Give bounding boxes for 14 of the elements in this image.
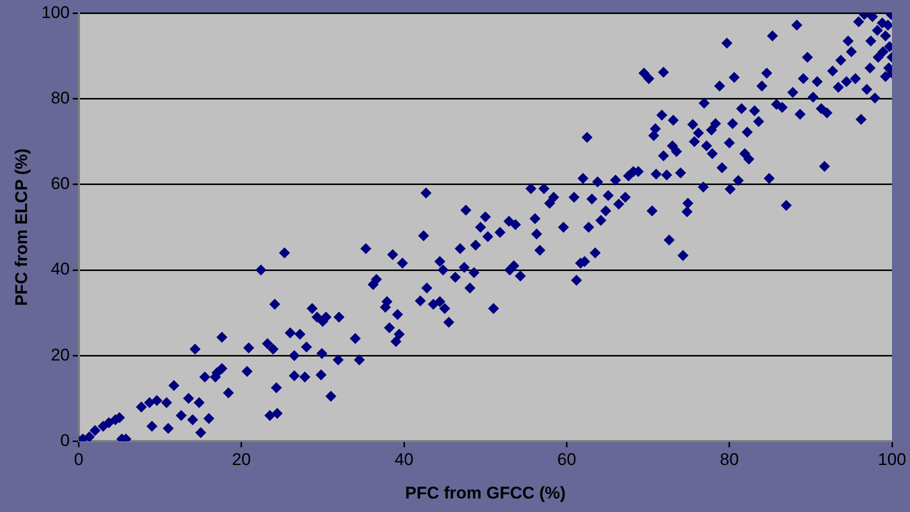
y-axis-title: PFC from ELCP (%) xyxy=(12,148,31,306)
x-tick-label: 40 xyxy=(394,450,414,470)
y-tick-label: 40 xyxy=(50,260,70,279)
x-tick-label: 80 xyxy=(720,450,739,470)
y-tick-label: 60 xyxy=(50,174,70,194)
x-tick-label: 0 xyxy=(74,450,84,470)
y-tick-label: 80 xyxy=(50,88,70,108)
y-tick-label: 100 xyxy=(41,2,70,22)
x-tick-label: 60 xyxy=(557,450,576,470)
x-axis-title: PFC from GFCC (%) xyxy=(405,483,566,502)
x-tick-label: 100 xyxy=(878,450,906,470)
y-tick-label: 0 xyxy=(60,430,70,450)
x-tick-label: 20 xyxy=(232,450,251,470)
y-tick-label: 20 xyxy=(50,345,70,364)
